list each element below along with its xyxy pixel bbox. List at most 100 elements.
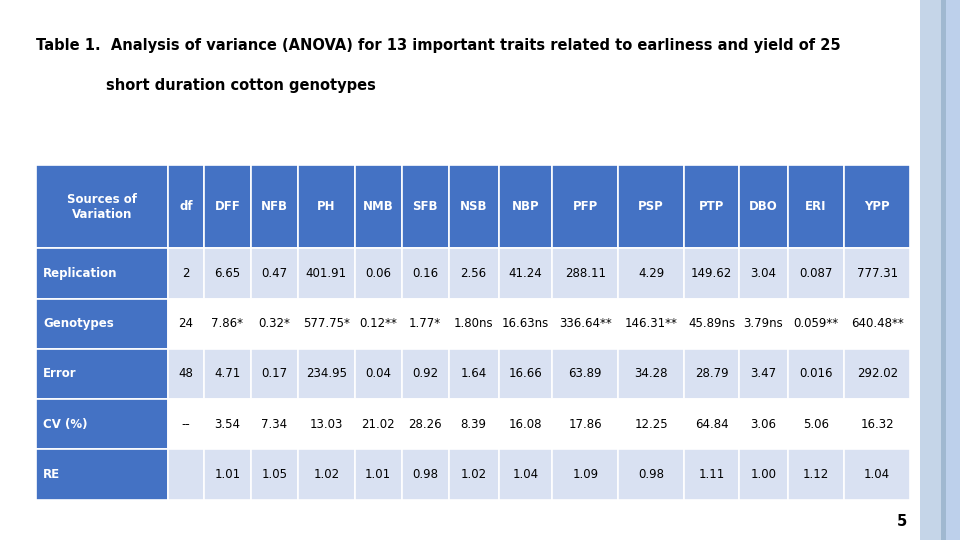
Text: NSB: NSB xyxy=(460,200,488,213)
Text: 16.66: 16.66 xyxy=(509,367,542,381)
Bar xyxy=(618,248,684,299)
Text: 1.02: 1.02 xyxy=(461,468,487,481)
Text: 7.34: 7.34 xyxy=(261,417,287,431)
Bar xyxy=(204,349,251,399)
Bar xyxy=(448,449,498,500)
Text: 401.91: 401.91 xyxy=(305,267,347,280)
Bar xyxy=(618,449,684,500)
Text: 16.63ns: 16.63ns xyxy=(502,317,549,330)
Text: 41.24: 41.24 xyxy=(509,267,542,280)
Bar xyxy=(168,399,204,449)
Text: 17.86: 17.86 xyxy=(568,417,602,431)
Text: Error: Error xyxy=(43,367,77,381)
Bar xyxy=(298,349,354,399)
Bar xyxy=(739,349,787,399)
Text: 288.11: 288.11 xyxy=(564,267,606,280)
Text: NBP: NBP xyxy=(512,200,540,213)
Text: PH: PH xyxy=(317,200,336,213)
Bar xyxy=(401,248,448,299)
Bar xyxy=(448,248,498,299)
Bar xyxy=(552,165,618,248)
Text: Genotypes: Genotypes xyxy=(43,317,114,330)
Bar xyxy=(845,299,910,349)
Bar xyxy=(168,449,204,500)
Text: 64.84: 64.84 xyxy=(695,417,729,431)
Text: NFB: NFB xyxy=(261,200,288,213)
Bar xyxy=(739,299,787,349)
Text: 45.89ns: 45.89ns xyxy=(688,317,735,330)
Bar xyxy=(498,248,552,299)
Bar xyxy=(618,299,684,349)
Text: NMB: NMB xyxy=(363,200,394,213)
Text: 336.64**: 336.64** xyxy=(559,317,612,330)
Text: 1.04: 1.04 xyxy=(513,468,539,481)
Bar xyxy=(168,349,204,399)
Text: 1.00: 1.00 xyxy=(751,468,777,481)
Bar xyxy=(498,165,552,248)
Bar xyxy=(845,399,910,449)
Bar xyxy=(251,449,298,500)
Text: --: -- xyxy=(181,417,190,431)
Text: 6.65: 6.65 xyxy=(214,267,240,280)
Bar xyxy=(448,299,498,349)
Bar xyxy=(251,399,298,449)
Text: Sources of
Variation: Sources of Variation xyxy=(67,193,137,220)
Bar xyxy=(787,248,845,299)
Bar xyxy=(36,399,168,449)
Bar xyxy=(739,248,787,299)
Text: 21.02: 21.02 xyxy=(361,417,395,431)
Bar xyxy=(298,165,354,248)
Text: PTP: PTP xyxy=(699,200,724,213)
Text: CV (%): CV (%) xyxy=(43,417,87,431)
Text: 12.25: 12.25 xyxy=(635,417,668,431)
Bar xyxy=(401,165,448,248)
Text: 16.32: 16.32 xyxy=(860,417,894,431)
Text: 3.06: 3.06 xyxy=(751,417,777,431)
Bar xyxy=(354,299,401,349)
Bar xyxy=(739,399,787,449)
Text: 2: 2 xyxy=(182,267,190,280)
Text: Replication: Replication xyxy=(43,267,118,280)
Bar xyxy=(298,449,354,500)
Bar xyxy=(401,449,448,500)
Text: 149.62: 149.62 xyxy=(691,267,732,280)
Bar xyxy=(552,349,618,399)
Bar xyxy=(684,349,739,399)
Text: 3.54: 3.54 xyxy=(214,417,240,431)
Bar xyxy=(401,349,448,399)
Text: 0.04: 0.04 xyxy=(365,367,391,381)
Text: RE: RE xyxy=(43,468,60,481)
Text: 3.04: 3.04 xyxy=(751,267,777,280)
Bar xyxy=(251,349,298,399)
Bar xyxy=(354,449,401,500)
Text: Table 1.  Analysis of variance (ANOVA) for 13 important traits related to earlin: Table 1. Analysis of variance (ANOVA) fo… xyxy=(36,38,841,53)
Text: 1.11: 1.11 xyxy=(699,468,725,481)
Bar xyxy=(298,248,354,299)
Bar xyxy=(684,248,739,299)
Bar xyxy=(684,399,739,449)
Text: 3.47: 3.47 xyxy=(751,367,777,381)
Text: 13.03: 13.03 xyxy=(310,417,343,431)
Bar xyxy=(401,399,448,449)
Bar xyxy=(552,248,618,299)
Text: 63.89: 63.89 xyxy=(568,367,602,381)
Text: 2.56: 2.56 xyxy=(461,267,487,280)
Text: 0.016: 0.016 xyxy=(800,367,832,381)
Text: 24: 24 xyxy=(179,317,193,330)
Bar xyxy=(354,248,401,299)
Text: YPP: YPP xyxy=(864,200,890,213)
Bar xyxy=(204,399,251,449)
Bar xyxy=(168,165,204,248)
Text: 0.17: 0.17 xyxy=(261,367,287,381)
Bar xyxy=(448,349,498,399)
Bar xyxy=(498,299,552,349)
Bar xyxy=(251,248,298,299)
Bar xyxy=(552,399,618,449)
Bar xyxy=(739,165,787,248)
Bar xyxy=(684,165,739,248)
Bar xyxy=(618,399,684,449)
Text: 0.98: 0.98 xyxy=(638,468,664,481)
Bar xyxy=(787,399,845,449)
Text: ERI: ERI xyxy=(805,200,827,213)
Bar xyxy=(739,449,787,500)
